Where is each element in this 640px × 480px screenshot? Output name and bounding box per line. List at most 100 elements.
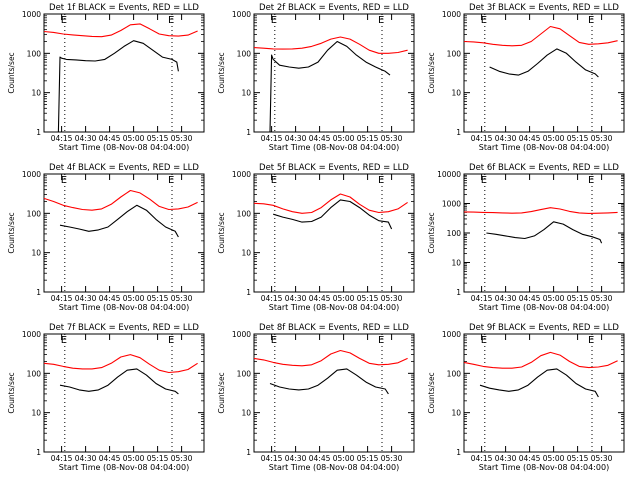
chart-title: Det 3f BLACK = Events, RED = LLD	[469, 3, 619, 13]
y-axis-label: Counts/sec	[217, 212, 226, 253]
plot-frame	[253, 173, 415, 293]
marker-label: E	[168, 335, 174, 346]
y-tick-label: 1000	[232, 10, 251, 19]
marker-label: E	[168, 175, 174, 186]
x-tick-label: 04:45	[99, 134, 121, 143]
x-tick-label: 05:30	[591, 294, 613, 303]
series-line-black	[59, 204, 179, 238]
x-tick-label: 05:30	[591, 454, 613, 463]
series-line-black	[57, 40, 179, 133]
y-tick-label: 100	[237, 209, 252, 218]
y-tick-label: 100	[27, 369, 42, 378]
series-line-red	[253, 193, 408, 214]
y-tick-label: 1000	[232, 330, 251, 339]
x-tick-label: 05:15	[567, 134, 589, 143]
x-tick-label: 04:15	[261, 134, 283, 143]
y-tick-label: 100	[237, 369, 252, 378]
y-tick-label: 100	[447, 229, 462, 238]
x-tick-label: 04:15	[51, 454, 73, 463]
x-tick-label: 04:45	[519, 294, 541, 303]
x-tick-label: 05:00	[333, 294, 355, 303]
x-tick-label: 04:15	[471, 454, 493, 463]
y-tick-label: 1	[36, 288, 41, 297]
x-tick-label: 04:45	[309, 134, 331, 143]
x-tick-label: 05:00	[543, 294, 565, 303]
x-tick-label: 04:45	[99, 454, 121, 463]
x-axis-label: Start Time (08-Nov-08 04:04:00)	[479, 143, 609, 152]
series-line-red	[253, 349, 408, 367]
y-tick-label: 1000	[22, 330, 41, 339]
marker-label: E	[271, 15, 277, 26]
marker-label: E	[271, 335, 277, 346]
x-axis-label: Start Time (08-Nov-08 04:04:00)	[269, 303, 399, 312]
x-tick-label: 05:30	[381, 454, 403, 463]
x-tick-label: 04:45	[519, 454, 541, 463]
marker-label: E	[378, 335, 384, 346]
series-line-red	[253, 36, 408, 54]
marker-label: E	[61, 175, 67, 186]
x-tick-label: 04:30	[75, 134, 97, 143]
x-tick-label: 04:30	[75, 294, 97, 303]
series-line-black	[273, 199, 393, 230]
x-tick-label: 05:15	[567, 454, 589, 463]
series-line-red	[43, 23, 198, 38]
x-tick-label: 05:15	[357, 454, 379, 463]
y-axis-label: Counts/sec	[217, 372, 226, 413]
x-tick-label: 04:30	[495, 454, 517, 463]
x-tick-label: 04:15	[471, 294, 493, 303]
series-line-red	[463, 25, 618, 47]
chart-panel-9: Det 9f BLACK = Events, RED = LLD 1 10 100 10…	[427, 323, 625, 472]
x-tick-label: 05:15	[357, 134, 379, 143]
y-tick-label: 10	[31, 249, 41, 258]
x-axis-label: Start Time (08-Nov-08 04:04:00)	[269, 143, 399, 152]
chart-title: Det 2f BLACK = Events, RED = LLD	[259, 3, 409, 13]
x-tick-label: 05:15	[567, 294, 589, 303]
series-line-red	[43, 189, 198, 211]
x-tick-label: 04:30	[495, 134, 517, 143]
x-tick-label: 04:45	[309, 294, 331, 303]
chart-panel-5: Det 5f BLACK = Events, RED = LLD 1 10 100 10…	[217, 163, 415, 312]
y-tick-label: 1	[456, 448, 461, 457]
y-tick-label: 10	[31, 409, 41, 418]
chart-title: Det 4f BLACK = Events, RED = LLD	[49, 163, 199, 173]
x-tick-label: 05:00	[543, 134, 565, 143]
x-tick-label: 04:30	[285, 134, 307, 143]
series-line-red	[463, 351, 618, 369]
y-tick-label: 10	[241, 249, 251, 258]
chart-title: Det 5f BLACK = Events, RED = LLD	[259, 163, 409, 173]
x-tick-label: 04:15	[261, 454, 283, 463]
y-tick-label: 10000	[437, 170, 461, 179]
marker-label: E	[588, 15, 594, 26]
marker-label: E	[378, 175, 384, 186]
x-tick-label: 04:15	[51, 134, 73, 143]
x-tick-label: 05:30	[591, 134, 613, 143]
x-axis-label: Start Time (08-Nov-08 04:04:00)	[59, 303, 189, 312]
chart-panel-3: Det 3f BLACK = Events, RED = LLD 1 10 100 10…	[427, 3, 625, 152]
x-tick-label: 05:00	[333, 134, 355, 143]
chart-panel-8: Det 8f BLACK = Events, RED = LLD 1 10 100 10…	[217, 323, 415, 472]
chart-panel-4: Det 4f BLACK = Events, RED = LLD 1 10 100 10…	[7, 163, 205, 312]
y-tick-label: 1000	[232, 170, 251, 179]
x-tick-label: 05:30	[171, 454, 193, 463]
chart-panel-1: Det 1f BLACK = Events, RED = LLD 1 10 100 10…	[7, 3, 205, 152]
marker-label: E	[588, 175, 594, 186]
plot-frame	[43, 173, 205, 293]
y-tick-label: 10	[451, 89, 461, 98]
x-tick-label: 04:30	[285, 454, 307, 463]
y-tick-label: 1	[456, 128, 461, 137]
marker-label: E	[481, 335, 487, 346]
x-tick-label: 04:45	[99, 294, 121, 303]
marker-label: E	[61, 15, 67, 26]
x-tick-label: 05:00	[123, 294, 145, 303]
chart-panel-7: Det 7f BLACK = Events, RED = LLD 1 10 100 10…	[7, 323, 205, 472]
x-tick-label: 04:30	[75, 454, 97, 463]
x-tick-label: 04:30	[285, 294, 307, 303]
marker-label: E	[588, 335, 594, 346]
x-tick-label: 04:45	[309, 454, 331, 463]
y-tick-label: 1	[246, 448, 251, 457]
series-line-black	[269, 40, 391, 133]
plot-frame	[253, 333, 415, 453]
x-tick-label: 04:15	[471, 134, 493, 143]
plot-frame	[43, 333, 205, 453]
